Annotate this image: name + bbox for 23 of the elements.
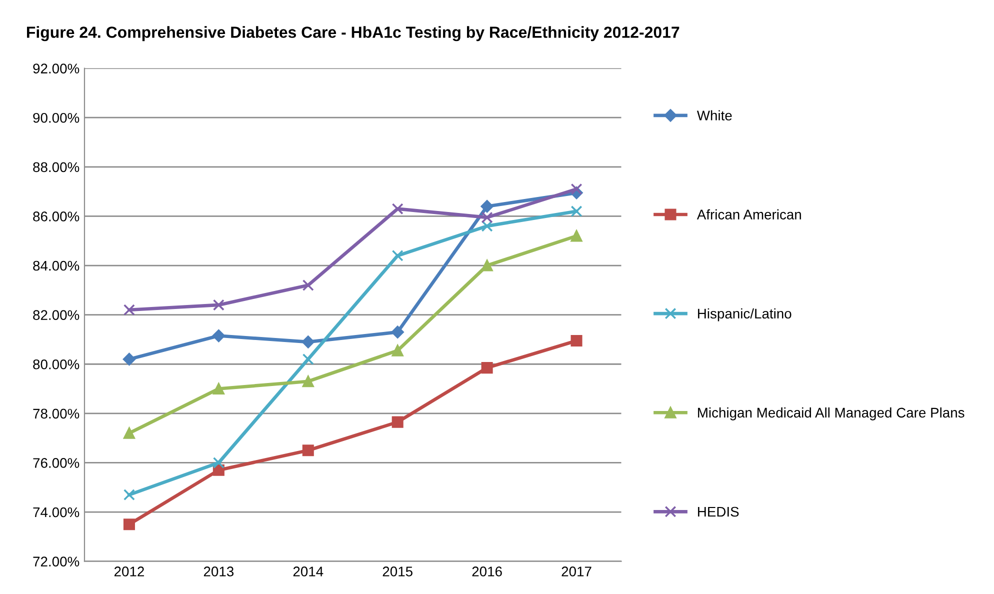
y-tick-label: 78.00% — [33, 408, 80, 419]
y-tick-label: 82.00% — [33, 310, 80, 320]
legend-label: Hispanic/Latino — [698, 308, 792, 322]
y-tick-label: 74.00% — [33, 507, 80, 518]
x-tick-label: 2014 — [293, 566, 324, 576]
chart-title: Figure 24. Comprehensive Diabetes Care - HbA1c Testing by Race/Ethnicity 2012-2017 — [27, 26, 680, 42]
legend-label: White — [696, 110, 732, 120]
legend-label: Michigan Medicaid All Managed Care Plans — [698, 407, 964, 420]
y-tick-label: 88.00% — [33, 162, 80, 172]
y-tick-label: 84.00% — [33, 260, 80, 271]
y-tick-label: 80.00% — [33, 359, 80, 370]
legend-label: HEDIS — [698, 506, 739, 517]
x-tick-label: 2012 — [114, 566, 144, 576]
x-tick-label: 2017 — [562, 566, 592, 576]
x-tick-label: 2015 — [382, 566, 412, 576]
y-tick-label: 86.00% — [33, 212, 80, 222]
x-tick-label: 2013 — [204, 566, 234, 576]
y-tick-label: 72.00% — [33, 556, 80, 566]
legend-label: African American — [696, 209, 801, 220]
y-tick-label: 76.00% — [33, 458, 80, 468]
x-tick-label: 2016 — [472, 566, 502, 576]
y-tick-label: 92.00% — [33, 64, 80, 74]
y-tick-label: 90.00% — [33, 112, 80, 123]
